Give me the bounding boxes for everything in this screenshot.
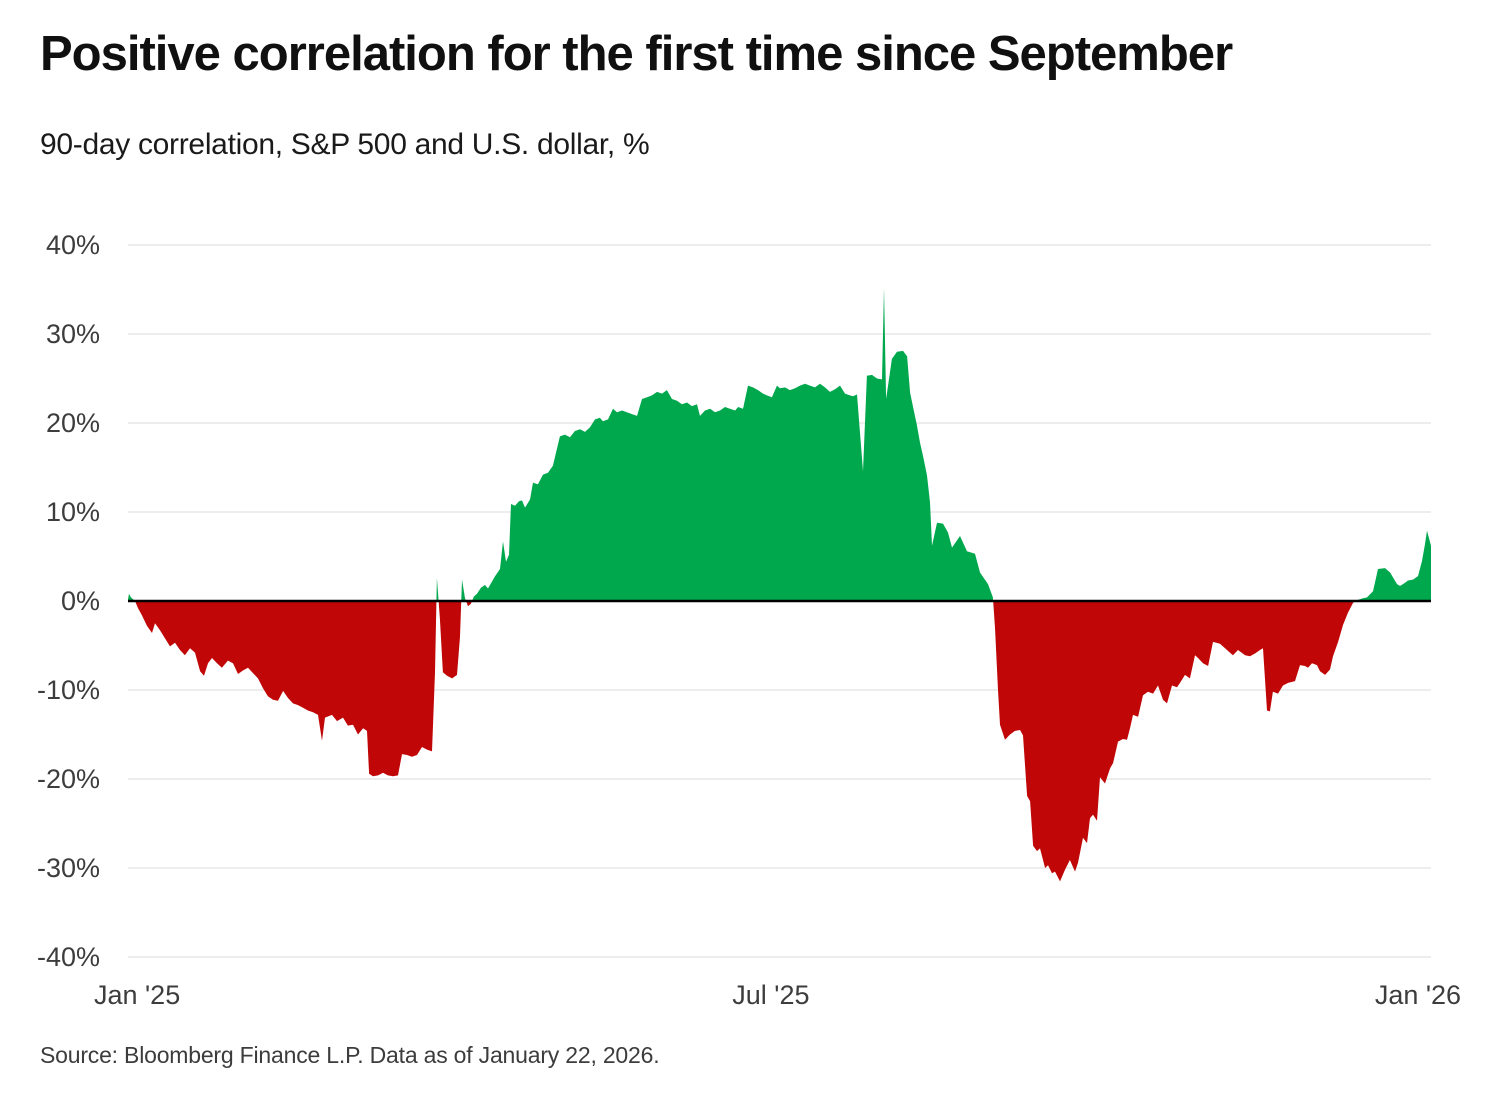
source-note: Source: Bloomberg Finance L.P. Data as o…	[40, 1042, 660, 1068]
y-axis-label: 20%	[45, 408, 100, 438]
y-axis-label: -40%	[36, 942, 100, 972]
y-axis-label: -10%	[36, 675, 100, 705]
y-axis-label: -30%	[36, 853, 100, 883]
x-axis-label: Jan '26	[1374, 980, 1462, 1010]
chart-subtitle: 90-day correlation, S&P 500 and U.S. dol…	[40, 128, 650, 161]
y-axis-label: 40%	[45, 230, 100, 260]
x-axis-label: Jul '25	[732, 980, 810, 1010]
y-axis-label: 10%	[45, 497, 100, 527]
y-axis-label: 30%	[45, 319, 100, 349]
y-axis-label: 0%	[60, 586, 100, 616]
y-axis-label: -20%	[36, 764, 100, 794]
negative-area	[128, 601, 1431, 882]
positive-area	[128, 287, 1431, 601]
chart-title: Positive correlation for the first time …	[40, 27, 1233, 81]
x-axis-label: Jan '25	[93, 980, 181, 1010]
